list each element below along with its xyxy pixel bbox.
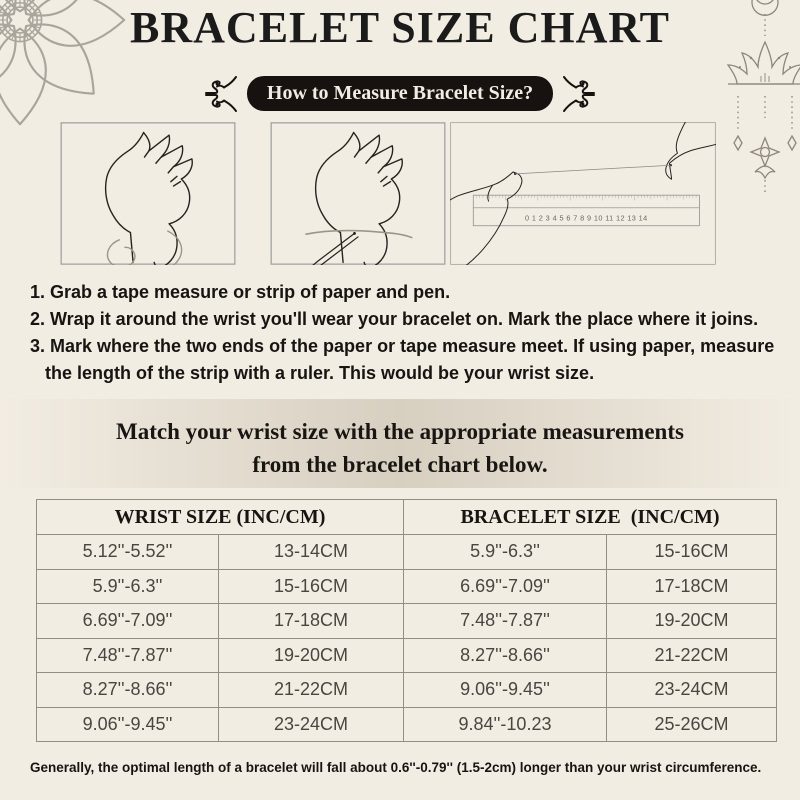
svg-text:0 1 2 3 4 5 6 7 8 9 10 11 12 1: 0 1 2 3 4 5 6 7 8 9 10 11 12 13 14 xyxy=(525,213,648,222)
